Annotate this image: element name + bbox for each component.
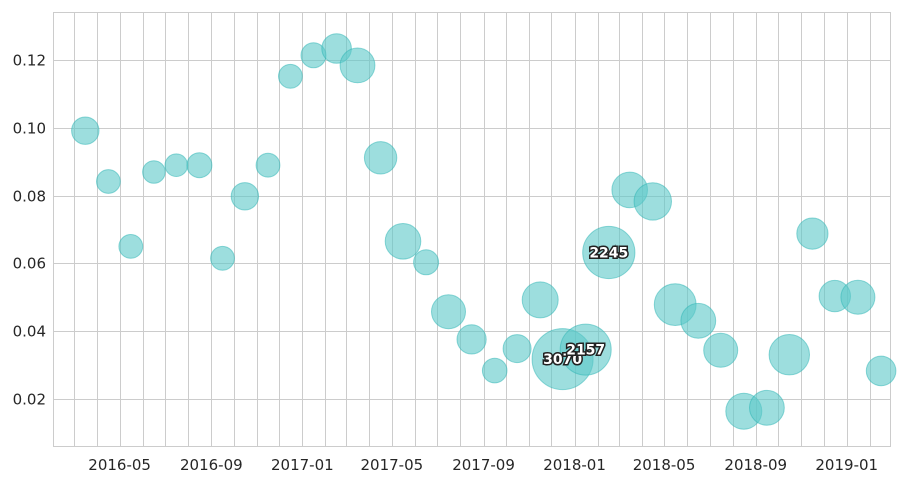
bubble-point	[363, 141, 398, 175]
y-tick-label: 0.10	[13, 120, 46, 138]
bubble-point	[118, 234, 144, 259]
bubble-series	[71, 33, 897, 430]
x-tick-label: 2017-01	[271, 456, 334, 474]
bubble-point	[796, 217, 829, 250]
x-tick-label: 2017-05	[360, 456, 423, 474]
bubble-point	[749, 389, 785, 426]
bubble-point	[255, 152, 281, 178]
bubble-point	[502, 334, 532, 364]
x-tick-label: 2018-01	[543, 456, 606, 474]
bubble-point	[230, 182, 260, 211]
x-tick-label: 2017-09	[452, 456, 515, 474]
bubble-point	[142, 160, 166, 184]
y-tick-label: 0.08	[13, 188, 46, 206]
bubble-point	[865, 355, 897, 387]
y-tick-label: 0.04	[13, 323, 46, 341]
bubble-point	[456, 324, 487, 355]
bubble-point	[521, 281, 559, 319]
bubble-point	[96, 169, 121, 194]
y-grid-lines	[54, 60, 890, 400]
bubble-point	[703, 332, 739, 368]
bubble-point	[71, 116, 100, 145]
x-tick-label: 2016-05	[88, 456, 151, 474]
bubble-point	[413, 249, 440, 276]
bubble-point	[339, 47, 376, 84]
bubble-point	[633, 182, 672, 221]
bubble-data-label: 3070	[543, 352, 582, 368]
bubble-point	[582, 225, 636, 280]
bubble-point	[768, 334, 810, 376]
y-axis-tick-labels: 0.02 0.04 0.06 0.08 0.10 0.12	[13, 52, 46, 409]
y-tick-label: 0.06	[13, 255, 46, 273]
bubble-data-label: 2245	[589, 246, 628, 262]
x-grid-lines	[74, 13, 871, 446]
x-tick-label: 2016-09	[180, 456, 243, 474]
y-tick-label: 0.02	[13, 391, 46, 409]
plot-frame	[53, 12, 891, 447]
y-tick-label: 0.12	[13, 52, 46, 70]
bubble-point	[278, 63, 303, 89]
bubble-point	[481, 357, 508, 384]
bubble-point	[840, 279, 876, 315]
x-tick-label: 2018-09	[724, 456, 787, 474]
bubble-point	[680, 302, 717, 339]
bubble-point	[186, 152, 213, 179]
bubble-point	[210, 245, 235, 271]
bubble-data-label: 2157	[566, 343, 605, 359]
x-tick-label: 2018-05	[633, 456, 696, 474]
bubble-point	[559, 323, 612, 376]
x-tick-label: 2019-01	[815, 456, 878, 474]
x-axis-tick-labels: 2016-05 2016-09 2017-01 2017-05 2017-09 2018-…	[88, 456, 878, 474]
bubble-point	[384, 223, 422, 260]
bubble-point	[431, 294, 466, 330]
bubble-point	[164, 153, 189, 177]
